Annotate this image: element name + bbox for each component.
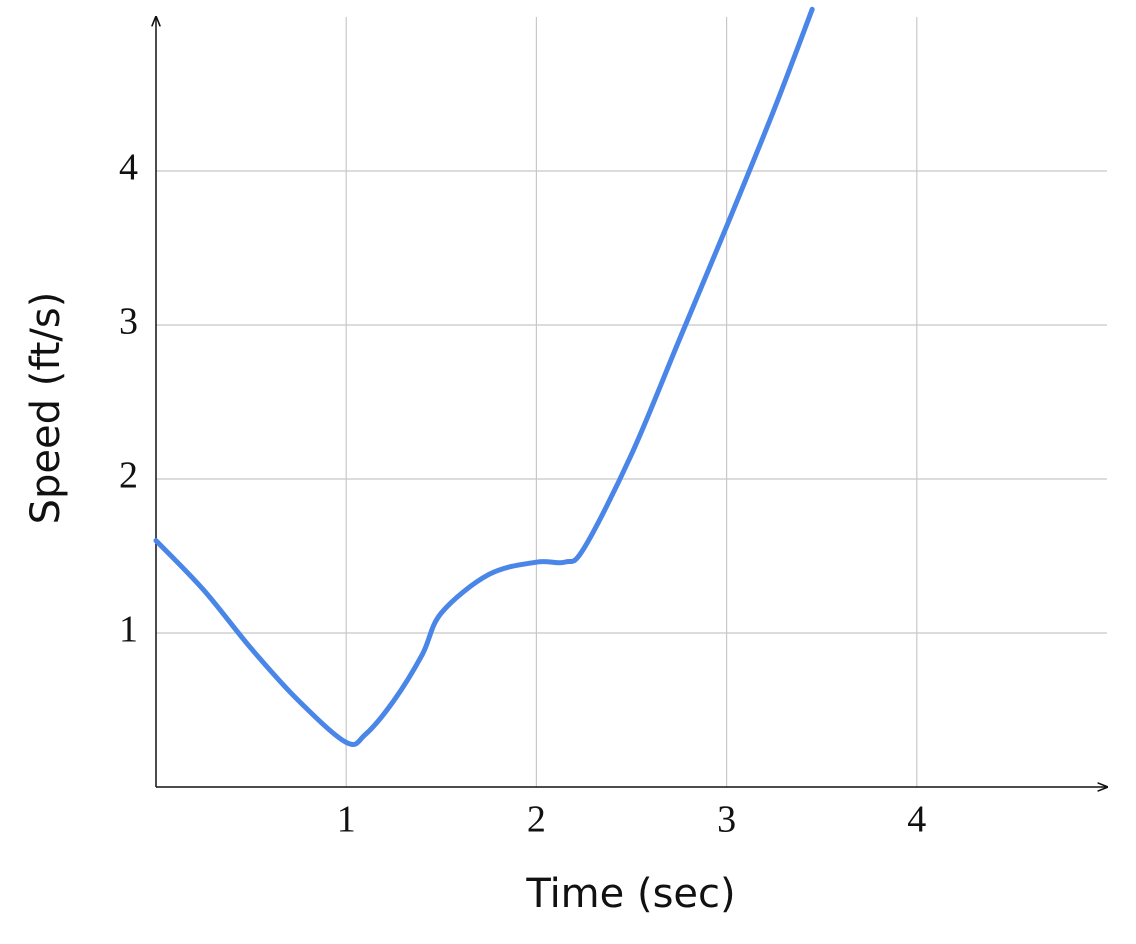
y-tick-label: 4 (119, 147, 138, 189)
line (153, 6, 815, 747)
y-tick-label: 1 (119, 609, 138, 651)
x-tick-label: 2 (527, 799, 546, 841)
x-tick-label: 4 (907, 799, 926, 841)
y-axis-title: Speed (ft/s) (23, 292, 69, 525)
x-tick-label: 3 (717, 799, 736, 841)
y-tick-label: 3 (119, 301, 138, 343)
x-axis-title: Time (sec) (525, 871, 735, 917)
y-tick-label: 2 (119, 455, 138, 497)
x-tick-label: 1 (337, 799, 356, 841)
